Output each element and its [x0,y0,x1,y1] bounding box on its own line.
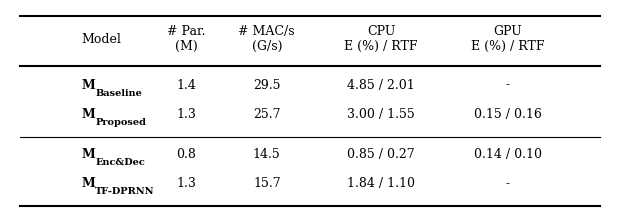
Text: Model: Model [82,33,122,46]
Text: 1.3: 1.3 [177,177,197,190]
Text: 3.00 / 1.55: 3.00 / 1.55 [347,108,415,121]
Text: 1.3: 1.3 [177,108,197,121]
Text: CPU
E (%) / RTF: CPU E (%) / RTF [344,25,418,53]
Text: 0.15 / 0.16: 0.15 / 0.16 [474,108,541,121]
Text: # MAC/s
(G/s): # MAC/s (G/s) [239,25,295,53]
Text: 29.5: 29.5 [253,79,280,92]
Text: Baseline: Baseline [95,89,142,98]
Text: # Par.
(M): # Par. (M) [167,25,206,53]
Text: 0.85 / 0.27: 0.85 / 0.27 [347,148,415,161]
Text: M: M [82,177,95,190]
Text: M: M [82,79,95,92]
Text: 0.14 / 0.10: 0.14 / 0.10 [474,148,541,161]
Text: Proposed: Proposed [95,118,146,127]
Text: Enc&Dec: Enc&Dec [95,158,145,167]
Text: -: - [505,79,510,92]
Text: 0.8: 0.8 [177,148,197,161]
Text: 1.84 / 1.10: 1.84 / 1.10 [347,177,415,190]
Text: TF-DPRNN: TF-DPRNN [95,187,155,196]
Text: M: M [82,108,95,121]
Text: 1.4: 1.4 [177,79,197,92]
Text: 25.7: 25.7 [253,108,280,121]
Text: M: M [82,148,95,161]
Text: GPU
E (%) / RTF: GPU E (%) / RTF [471,25,544,53]
Text: 15.7: 15.7 [253,177,281,190]
Text: 14.5: 14.5 [253,148,281,161]
Text: -: - [505,177,510,190]
Text: 4.85 / 2.01: 4.85 / 2.01 [347,79,415,92]
